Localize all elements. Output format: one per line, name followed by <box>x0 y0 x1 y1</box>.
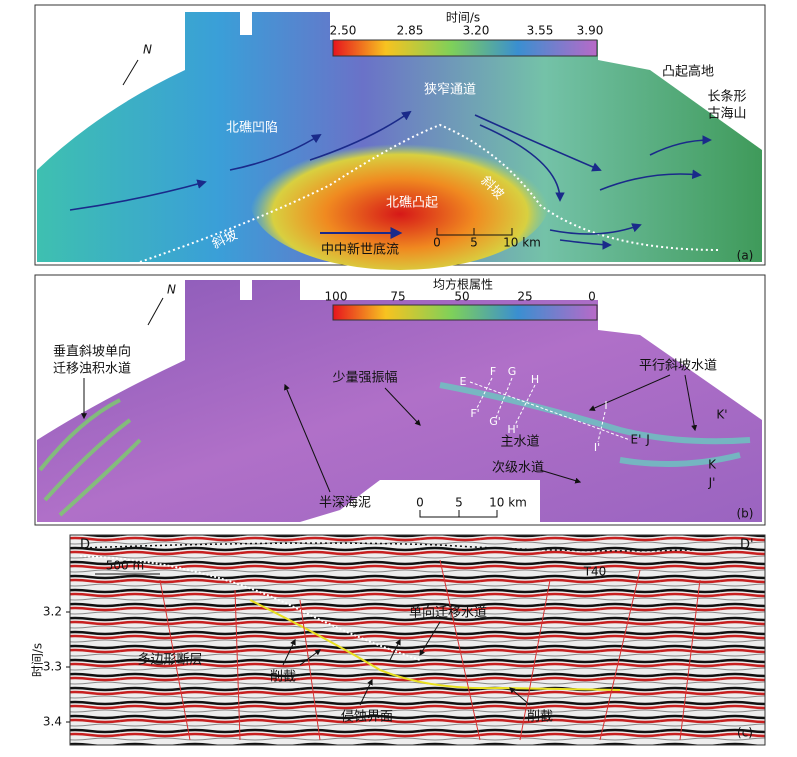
annotation: 北礁凹陷 <box>226 120 278 136</box>
panel-a: 时间/s 2.50 2.85 3.20 3.55 3.90 N 北礁凹陷 狭窄通… <box>34 4 766 270</box>
horizon-label: T40 <box>583 565 607 579</box>
colorbar <box>332 39 598 57</box>
colorbar-title: 均方根属性 <box>433 277 493 292</box>
north: N <box>167 283 176 297</box>
section-label: F <box>490 365 496 378</box>
channel <box>38 398 142 517</box>
panel-label: (c) <box>737 726 753 740</box>
colorbar-tick: 2.50 <box>330 24 357 38</box>
colorbar-tick: 100 <box>325 290 348 304</box>
annotation: 主水道 <box>500 435 539 450</box>
colorbar-tick: 2.85 <box>397 24 424 38</box>
annotation: 凸起高地 <box>662 64 714 80</box>
annotation: 古海山 <box>707 107 746 122</box>
annotation: 次级水道 <box>492 460 544 476</box>
leader-lines <box>81 374 698 493</box>
colorbar-tick: 0 <box>588 290 596 304</box>
annotation: 迁移浊积水道 <box>53 362 131 377</box>
y-tick-label: 3.2 <box>43 605 62 619</box>
scale-label: 5 <box>455 496 463 510</box>
faults <box>159 559 701 741</box>
scale-label: 10 km <box>503 236 541 250</box>
annotation: 平行斜坡水道 <box>639 359 717 374</box>
annotation: 单向迁移水道 <box>409 605 487 621</box>
colorbar-tick: 50 <box>454 290 469 304</box>
colorbar-tick: 3.90 <box>577 24 604 38</box>
y-axis-label: 时间/s <box>31 643 45 677</box>
annotation: 少量强振幅 <box>332 371 397 386</box>
section-label: J <box>645 433 650 447</box>
section-label: H' <box>507 423 518 436</box>
panel-label: (a) <box>737 249 754 263</box>
colorbar-tick: 3.55 <box>527 24 554 38</box>
scale-label: 5 <box>470 236 478 250</box>
y-tick-label: 3.3 <box>43 660 62 674</box>
legend: 中中新世底流 <box>321 242 399 258</box>
channel <box>439 382 751 467</box>
horizon-t40 <box>79 542 751 552</box>
section-label: G <box>508 365 517 378</box>
north: N <box>143 43 152 57</box>
section-label: J' <box>708 476 716 490</box>
annotation: 长条形 <box>707 89 746 105</box>
section-label: K' <box>716 408 727 422</box>
colorbar <box>332 304 598 321</box>
annotation: 削截 <box>527 710 553 725</box>
north-arrow <box>147 297 164 326</box>
colorbar-title: 时间/s <box>446 11 480 25</box>
annotation: 削截 <box>270 670 296 685</box>
horizon <box>79 555 421 661</box>
section-label: H <box>531 373 539 386</box>
annotation: 狭窄通道 <box>424 82 476 98</box>
section-label: I <box>604 399 607 412</box>
annotation: 侵蚀界面 <box>341 709 393 725</box>
scale-label: 500 m <box>106 559 144 573</box>
y-ticks <box>66 611 70 723</box>
section-label: I' <box>594 441 600 454</box>
slope-line <box>139 123 721 263</box>
annotation: 多边形断层 <box>137 652 202 668</box>
section-label: F' <box>470 407 479 420</box>
flow-arrows <box>69 110 712 250</box>
seismic-section <box>69 534 766 746</box>
scale-bar <box>419 510 498 518</box>
end-label: D <box>80 538 90 553</box>
panel-b: 均方根属性 100 75 50 25 0 N 垂直斜坡单向 迁移浊积水道 少量强… <box>34 274 766 526</box>
section-label: E <box>460 375 467 388</box>
y-tick-label: 3.4 <box>43 715 62 729</box>
north-arrow <box>122 59 139 86</box>
leader-lines <box>282 621 531 706</box>
scale-label: 0 <box>416 496 424 510</box>
section-label: G' <box>489 415 501 428</box>
section-label: K <box>708 458 717 472</box>
erosion-surface <box>249 599 621 691</box>
annotation: 北礁凸起 <box>386 195 438 211</box>
section-lines <box>469 377 631 443</box>
colorbar-tick: 3.20 <box>463 24 490 38</box>
scale-bar <box>436 228 513 236</box>
scale-label: 0 <box>433 236 441 250</box>
scale-label: 10 km <box>489 496 527 510</box>
annotation: 半深海泥 <box>319 496 371 511</box>
map-surface <box>37 280 762 522</box>
section-label: E' <box>631 433 642 447</box>
panel-label: (b) <box>737 507 754 521</box>
annotation: 垂直斜坡单向 <box>53 344 131 360</box>
panel-c: D D' 500 m T40 单向迁移水道 多边形断层 削截 削截 侵蚀界面 3… <box>31 534 766 746</box>
colorbar-tick: 25 <box>517 290 532 304</box>
colorbar-tick: 75 <box>390 290 405 304</box>
end-label: D' <box>740 538 754 553</box>
